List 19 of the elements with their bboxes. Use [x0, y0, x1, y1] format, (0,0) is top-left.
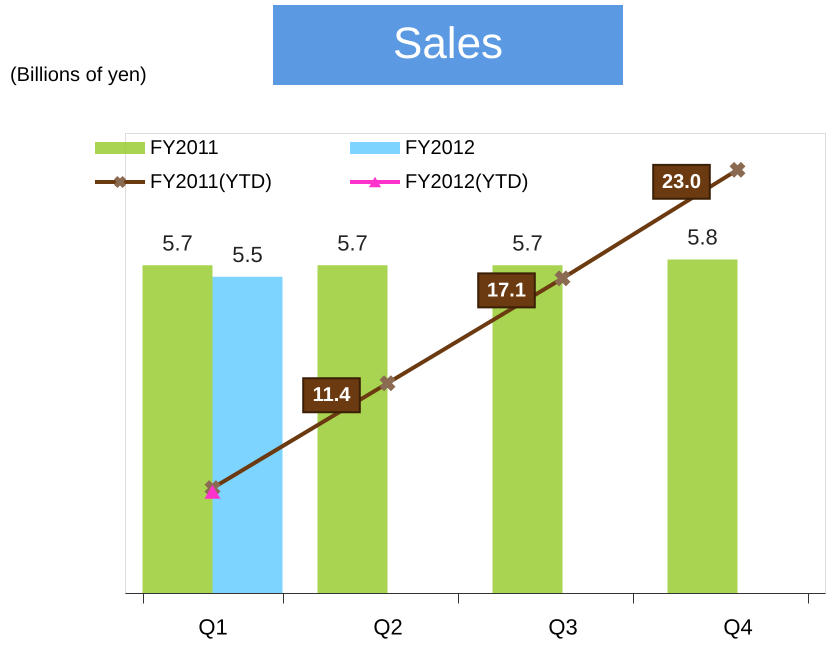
- data-label: 5.5: [232, 242, 263, 267]
- legend-label: FY2011(YTD): [150, 171, 272, 193]
- y-axis-title: (Billions of yen): [10, 64, 147, 86]
- legend-label: FY2012: [405, 137, 476, 159]
- legend-label: FY2011: [150, 137, 219, 159]
- data-label: 5.7: [512, 230, 543, 256]
- point: [204, 484, 221, 499]
- legend-label: FY2012(YTD): [405, 171, 528, 193]
- x-tick-label: Q4: [723, 614, 753, 640]
- data-label: 23.0: [662, 170, 701, 193]
- data-label: 5.8: [687, 224, 718, 250]
- data-label: 11.4: [312, 384, 352, 406]
- data-label: 5.7: [337, 230, 368, 256]
- data-label: 5.7: [162, 230, 193, 256]
- x-tick-label: Q3: [548, 614, 578, 640]
- chart-title: Sales: [392, 19, 504, 68]
- x-tick-label: Q2: [373, 614, 403, 640]
- data-label: 17.1: [487, 279, 526, 302]
- x-tick-label: Q1: [198, 614, 228, 640]
